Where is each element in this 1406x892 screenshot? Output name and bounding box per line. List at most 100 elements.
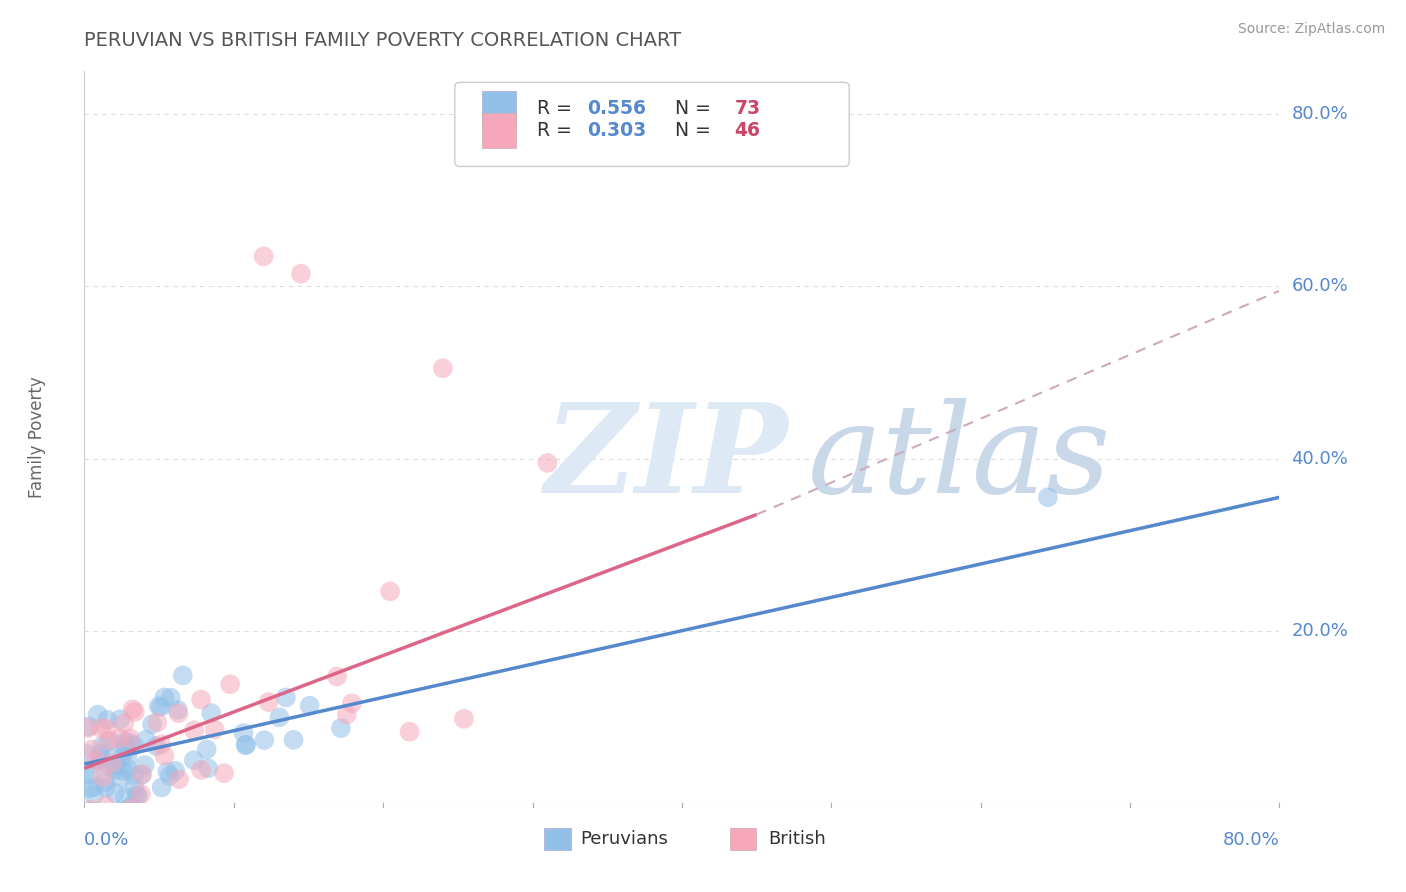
- Text: PERUVIAN VS BRITISH FAMILY POVERTY CORRELATION CHART: PERUVIAN VS BRITISH FAMILY POVERTY CORRE…: [84, 31, 682, 50]
- Point: [269, 710, 291, 724]
- Point: [184, 807, 207, 822]
- Point: [117, 749, 139, 764]
- Point: [200, 706, 222, 720]
- Text: 60.0%: 60.0%: [1292, 277, 1348, 295]
- Text: N =: N =: [662, 121, 717, 140]
- Point: [150, 737, 173, 751]
- Point: [87, 707, 110, 722]
- Point: [104, 812, 127, 826]
- Text: Family Poverty: Family Poverty: [28, 376, 45, 498]
- Point: [118, 736, 141, 750]
- Point: [167, 772, 190, 787]
- Point: [122, 811, 145, 825]
- Point: [121, 702, 143, 716]
- Point: [257, 695, 280, 709]
- Point: [120, 801, 142, 815]
- Text: atlas: atlas: [807, 398, 1111, 520]
- Point: [110, 771, 132, 785]
- Point: [298, 698, 321, 713]
- Text: N =: N =: [662, 99, 717, 118]
- Point: [136, 822, 159, 836]
- Point: [195, 742, 218, 756]
- Point: [122, 739, 145, 753]
- Point: [183, 723, 205, 738]
- Point: [336, 707, 359, 722]
- Point: [94, 780, 117, 795]
- Point: [159, 690, 181, 705]
- Point: [326, 669, 349, 683]
- Point: [190, 692, 212, 706]
- Point: [235, 738, 257, 752]
- Point: [141, 717, 163, 731]
- Text: 0.0%: 0.0%: [84, 830, 129, 848]
- Point: [153, 748, 176, 763]
- Point: [91, 770, 114, 784]
- Point: [170, 822, 193, 836]
- FancyBboxPatch shape: [544, 829, 571, 850]
- Point: [96, 722, 118, 736]
- Point: [108, 731, 131, 746]
- Point: [122, 768, 145, 782]
- Point: [129, 787, 152, 801]
- Point: [80, 803, 103, 817]
- Point: [114, 735, 136, 749]
- Point: [105, 758, 128, 772]
- Text: 0.556: 0.556: [588, 99, 647, 118]
- Point: [172, 668, 194, 682]
- Point: [91, 739, 114, 753]
- Text: 46: 46: [734, 121, 761, 140]
- Point: [103, 750, 125, 764]
- Point: [145, 739, 167, 753]
- Text: 40.0%: 40.0%: [1292, 450, 1348, 467]
- Point: [104, 786, 127, 800]
- Text: 20.0%: 20.0%: [1292, 622, 1348, 640]
- Point: [398, 724, 420, 739]
- Point: [148, 699, 170, 714]
- Point: [536, 456, 558, 470]
- Point: [235, 738, 257, 752]
- Point: [91, 751, 114, 765]
- FancyBboxPatch shape: [482, 113, 516, 148]
- Point: [94, 798, 117, 813]
- Point: [212, 766, 235, 780]
- Point: [120, 731, 142, 746]
- Point: [432, 361, 454, 376]
- Text: 0.303: 0.303: [588, 121, 647, 140]
- Point: [120, 799, 142, 814]
- Point: [127, 789, 149, 803]
- Point: [107, 818, 129, 832]
- Point: [124, 705, 146, 719]
- Point: [131, 767, 153, 781]
- Point: [120, 799, 142, 814]
- Point: [190, 763, 212, 777]
- Point: [75, 813, 97, 827]
- Point: [124, 780, 146, 795]
- Point: [329, 721, 352, 735]
- Point: [167, 706, 190, 721]
- Point: [165, 764, 187, 778]
- Point: [94, 775, 117, 789]
- Text: R =: R =: [537, 121, 578, 140]
- FancyBboxPatch shape: [482, 91, 516, 127]
- Point: [84, 753, 107, 767]
- Point: [183, 753, 205, 767]
- Point: [104, 763, 127, 777]
- Point: [378, 584, 401, 599]
- Text: British: British: [768, 830, 825, 848]
- Point: [253, 733, 276, 747]
- Point: [112, 764, 135, 778]
- Point: [89, 755, 111, 769]
- Point: [131, 768, 153, 782]
- Point: [111, 750, 134, 764]
- Point: [253, 249, 276, 263]
- Point: [96, 713, 118, 727]
- Point: [115, 737, 138, 751]
- Point: [125, 788, 148, 802]
- Point: [135, 732, 157, 747]
- Point: [83, 780, 105, 794]
- Point: [232, 726, 254, 740]
- Text: R =: R =: [537, 99, 578, 118]
- Point: [166, 703, 188, 717]
- Point: [83, 788, 105, 802]
- Point: [112, 716, 135, 731]
